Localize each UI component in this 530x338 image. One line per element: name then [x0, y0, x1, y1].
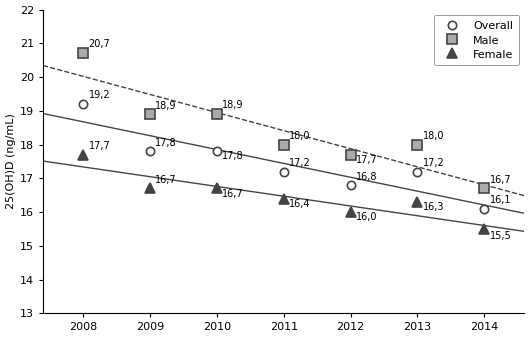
Female — [214, 187, 220, 191]
Male — [214, 112, 220, 116]
Female — [80, 153, 86, 157]
Text: 18,0: 18,0 — [289, 131, 311, 141]
Legend: Overall, Male, Female: Overall, Male, Female — [434, 15, 519, 65]
Male — [414, 143, 421, 147]
Text: 17,2: 17,2 — [423, 158, 445, 168]
Overall — [80, 102, 86, 106]
Text: 15,5: 15,5 — [490, 231, 511, 241]
Text: 16,7: 16,7 — [490, 175, 511, 185]
Text: 20,7: 20,7 — [89, 40, 110, 49]
Text: 16,0: 16,0 — [356, 212, 377, 222]
Female — [147, 187, 153, 191]
Text: 18,9: 18,9 — [155, 101, 177, 111]
Line: Female: Female — [78, 150, 489, 234]
Male — [280, 143, 287, 147]
Text: 16,7: 16,7 — [222, 189, 244, 199]
Overall — [481, 207, 488, 211]
Text: 18,9: 18,9 — [222, 100, 244, 110]
Text: 19,2: 19,2 — [89, 90, 110, 100]
Text: 16,4: 16,4 — [289, 199, 311, 209]
Text: 16,3: 16,3 — [423, 202, 444, 212]
Overall — [347, 183, 354, 187]
Male — [147, 112, 153, 116]
Text: 17,2: 17,2 — [289, 158, 311, 168]
Text: 16,1: 16,1 — [490, 195, 511, 206]
Text: 16,8: 16,8 — [356, 172, 377, 182]
Overall — [280, 170, 287, 174]
Text: 17,8: 17,8 — [222, 151, 244, 162]
Overall — [214, 149, 220, 153]
Male — [347, 153, 354, 157]
Overall — [414, 170, 421, 174]
Text: 18,0: 18,0 — [423, 130, 444, 141]
Line: Overall: Overall — [79, 100, 489, 213]
Text: 17,7: 17,7 — [356, 155, 378, 165]
Female — [280, 197, 287, 201]
Female — [481, 227, 488, 231]
Female — [347, 210, 354, 214]
Y-axis label: 25(OH)D (ng/mL): 25(OH)D (ng/mL) — [5, 114, 15, 210]
Text: 17,7: 17,7 — [89, 141, 110, 151]
Male — [481, 187, 488, 191]
Text: 16,7: 16,7 — [155, 175, 177, 185]
Male — [80, 51, 86, 55]
Text: 17,8: 17,8 — [155, 138, 177, 148]
Overall — [147, 149, 153, 153]
Line: Male: Male — [78, 49, 489, 193]
Female — [414, 200, 421, 204]
